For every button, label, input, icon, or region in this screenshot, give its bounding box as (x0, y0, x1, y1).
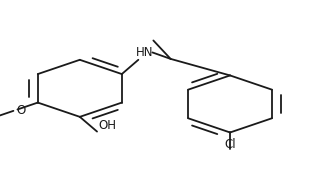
Text: Cl: Cl (224, 138, 236, 151)
Text: HN: HN (136, 46, 153, 59)
Text: O: O (16, 104, 25, 117)
Text: OH: OH (99, 119, 117, 132)
